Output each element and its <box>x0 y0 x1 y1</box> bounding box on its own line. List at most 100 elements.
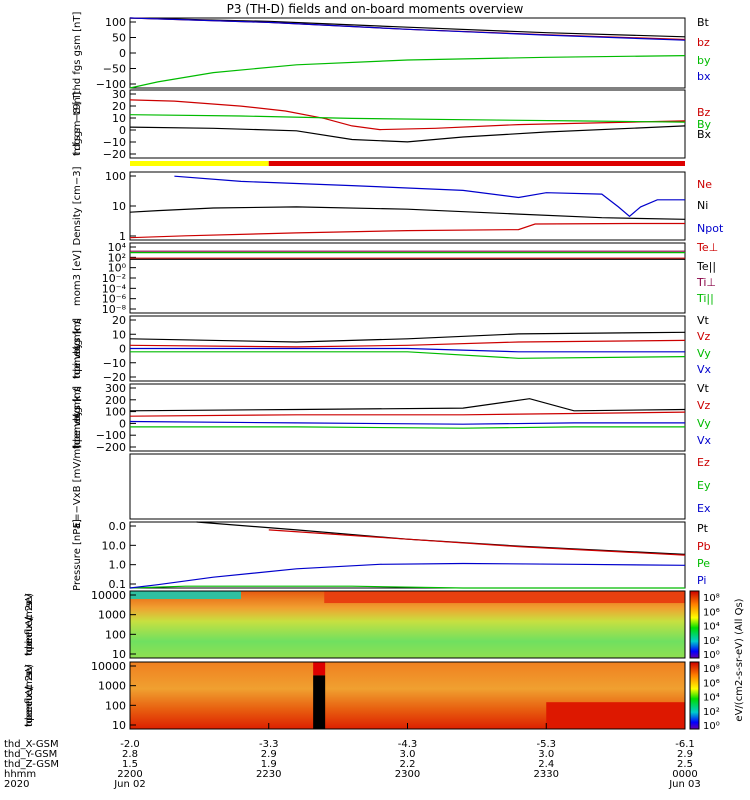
y-tick-label: 10 <box>112 112 126 125</box>
ephemeris-value: 1.5 <box>122 759 138 770</box>
y-tick-label: 100 <box>105 406 126 419</box>
ephemeris-value: Jun 03 <box>668 779 701 790</box>
series-line <box>268 529 686 556</box>
spectrogram-band <box>130 591 241 600</box>
colorbar-tick-label: 10⁸ <box>703 664 720 675</box>
colorbar <box>689 590 700 659</box>
y-tick-label: 0 <box>119 343 126 356</box>
ephemeris-value: 2.8 <box>122 749 138 760</box>
legend-entry: Vz <box>697 399 711 412</box>
panel-frame <box>129 590 686 659</box>
legend-entry: Pb <box>697 540 711 553</box>
series-line <box>129 411 686 417</box>
ephemeris-value: Jun 02 <box>113 779 146 790</box>
page-title: P3 (TH-D) fields and on-board moments ov… <box>226 2 524 16</box>
ephemeris-value: -2.0 <box>120 739 140 750</box>
data-gap <box>313 675 326 729</box>
series-line <box>129 17 686 38</box>
series-line <box>129 114 686 123</box>
series-line <box>129 55 686 89</box>
y-tick-label: 10⁻⁸ <box>102 303 127 316</box>
y-tick-label: 10000 <box>91 660 126 673</box>
ephemeris-value: 0000 <box>672 769 697 780</box>
ephemeris-row-label: thd_X-GSM <box>4 739 59 750</box>
y-tick-label: 10⁻⁴ <box>102 282 127 295</box>
legend-entry: Npot <box>697 222 724 235</box>
y-tick-label: 1000 <box>98 680 126 693</box>
y-tick-label: 1000 <box>98 609 126 622</box>
y-axis-label: Pressure [nPa] <box>72 519 83 591</box>
legend-entry: Ez <box>697 456 710 469</box>
y-tick-label: −10 <box>103 136 126 149</box>
legend-entry: Pi <box>697 574 706 587</box>
ephemeris-value: 2200 <box>117 769 142 780</box>
y-tick-label: 10⁻⁶ <box>102 293 127 306</box>
ephemeris-value: 3.0 <box>400 749 416 760</box>
ephemeris-value: 2.9 <box>677 749 693 760</box>
y-tick-label: −20 <box>103 371 126 384</box>
panel-frame <box>129 89 686 159</box>
y-tick-label: 10 <box>112 719 126 732</box>
ephemeris-row-label: thd_Y-GSM <box>4 749 57 760</box>
panel-frame <box>129 17 686 89</box>
y-axis-label: thd fgs gsm [nT] <box>72 12 83 95</box>
y-axis-label: thd peem velocity gsm [km/s] <box>72 386 83 449</box>
series-line <box>129 398 686 412</box>
ephemeris-row-label: thd_Z-GSM <box>4 759 59 770</box>
y-tick-label: 1 <box>119 230 126 243</box>
legend-entry: Vt <box>697 382 710 395</box>
y-tick-label: 100 <box>105 170 126 183</box>
legend-entry: Vx <box>697 363 712 376</box>
ephemeris-row-label: 2020 <box>4 779 29 790</box>
ephemeris-value: -4.3 <box>398 739 418 750</box>
series-line <box>129 562 686 589</box>
y-tick-label: 10⁻² <box>102 272 126 285</box>
colorbar-tick-label: 10⁴ <box>703 693 720 704</box>
legend-entry: Ey <box>697 479 711 492</box>
ephemeris-value: -3.3 <box>259 739 279 750</box>
y-tick-label: 20 <box>112 100 126 113</box>
y-axis-label: thd peim velocity gsm [km/s] <box>72 318 83 379</box>
series-line <box>129 99 686 131</box>
series-line <box>174 175 685 218</box>
spectrogram-band <box>546 702 685 729</box>
y-tick-label: 10.0 <box>102 539 127 552</box>
series-line <box>129 17 686 41</box>
y-tick-label: 10000 <box>91 589 126 602</box>
colorbar-tick-label: 10⁰ <box>703 650 720 661</box>
status-bar-segment <box>268 161 685 166</box>
series-line <box>129 585 685 589</box>
series-line <box>129 206 686 220</box>
legend-entry: By <box>697 118 712 131</box>
series-line <box>196 521 686 555</box>
y-axis-label: Density [cm−3] <box>72 166 83 245</box>
legend-entry: Te⊥ <box>696 241 718 254</box>
ephemeris-value: 2.2 <box>400 759 416 770</box>
y-axis-label: mom3 [eV] <box>72 250 83 306</box>
legend-entry: Vz <box>697 330 711 343</box>
legend-entry: Vy <box>697 417 711 430</box>
ephemeris-value: 2.9 <box>261 749 277 760</box>
y-tick-label: 1.0 <box>109 559 127 572</box>
legend-entry: Te|| <box>696 260 716 273</box>
colorbar-tick-label: 10⁶ <box>703 607 720 618</box>
y-tick-label: 0 <box>119 124 126 137</box>
legend-entry: Vy <box>697 347 711 360</box>
colorbar-tick-label: 10⁶ <box>703 678 720 689</box>
y-tick-label: 20 <box>112 314 126 327</box>
ephemeris-value: 1.9 <box>261 759 277 770</box>
legend-entry: bx <box>697 70 711 83</box>
legend-entry: Bz <box>697 106 711 119</box>
y-tick-label: 10 <box>112 328 126 341</box>
y-axis-label: thd peer en eflux eV/(cm2-s-sr-eV) <box>24 664 35 727</box>
series-line <box>129 339 686 348</box>
colorbar-label: eV/(cm2-s-sr-eV) (All Qs) <box>734 598 745 721</box>
y-tick-label: −100 <box>96 429 126 442</box>
series-line <box>129 420 685 425</box>
panel-frame <box>129 521 686 589</box>
ephemeris-row-label: hhmm <box>4 769 36 780</box>
panel-frame <box>129 171 686 241</box>
y-tick-label: 0 <box>119 47 126 60</box>
legend-entry: by <box>697 54 711 67</box>
